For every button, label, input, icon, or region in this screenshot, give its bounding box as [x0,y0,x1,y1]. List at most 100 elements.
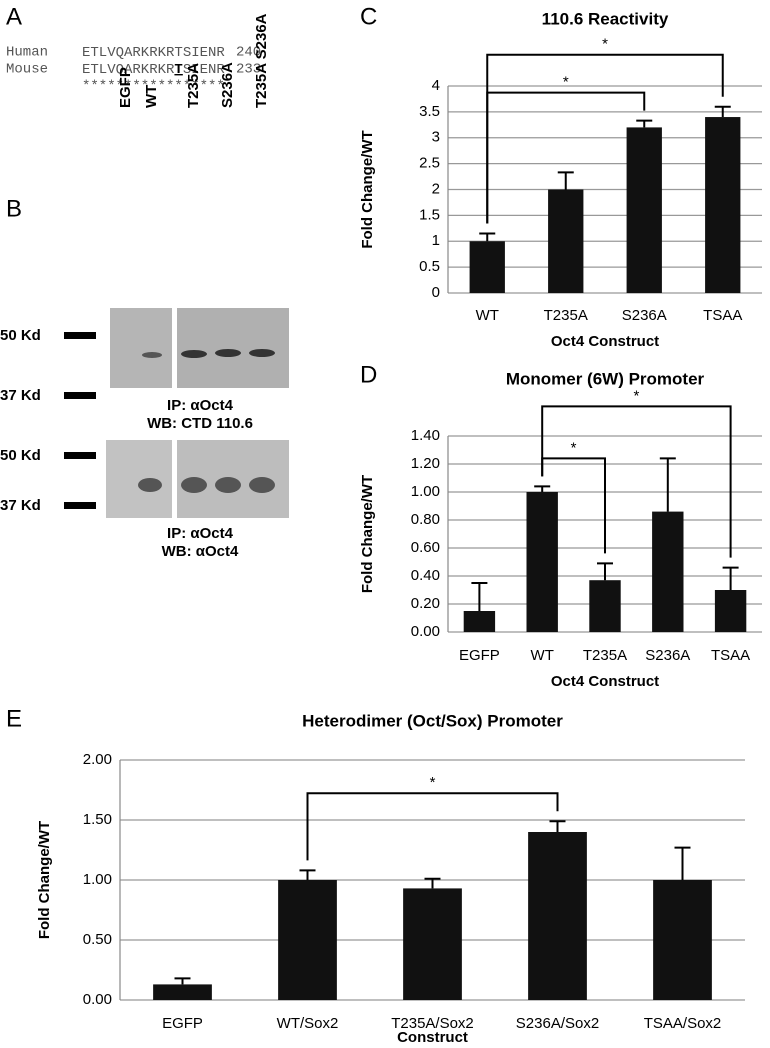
error-bar [722,566,739,590]
significance-bracket [541,405,732,558]
x-tick-label: WT [476,307,499,324]
band [181,350,207,358]
significance-bracket [486,53,724,224]
significance-label: * [430,774,436,791]
y-axis-label: Fold Change/WT [359,130,376,248]
y-tick-label: 4 [432,77,440,94]
panel-letter: E [6,705,22,732]
marker-label: 37 Kd [0,387,41,404]
bar [469,241,505,293]
y-axis-label: Fold Change/WT [359,475,376,593]
y-axis-label: Fold Change/WT [36,821,53,939]
x-tick-label: T235A [583,647,627,664]
y-tick-label: 1.20 [411,455,440,472]
panel-letter: B [6,195,22,222]
residue-number: 240 [236,45,261,61]
bar [714,590,747,632]
x-axis-label: Oct4 Construct [551,673,659,690]
error-bar [534,485,551,492]
seq-part: ETLVQARKRKR [82,62,175,78]
bar [153,984,212,1000]
panel-letter: D [360,361,377,388]
lane-label: T235A S236A [253,13,270,108]
species: Mouse [6,62,48,78]
species: Human [6,45,48,61]
band [142,352,162,358]
error-bar [471,582,488,611]
significance-label: * [602,36,608,53]
marker-label: 50 Kd [0,447,41,464]
band [249,477,275,493]
residue-number: 233 [236,62,261,78]
seq-site: T [174,62,182,78]
y-tick-label: 0.00 [83,991,112,1008]
significance-bracket [306,792,559,861]
y-tick-label: 2.00 [83,751,112,768]
band [138,478,162,492]
error-bar [479,232,496,242]
blot-caption: IP: αOct4 [167,525,234,542]
x-tick-label: WT [531,647,554,664]
y-tick-label: 0.80 [411,511,440,528]
chart-title: Heterodimer (Oct/Sox) Promoter [302,711,563,730]
y-tick-label: 1.00 [411,483,440,500]
y-tick-label: 0.50 [83,931,112,948]
marker-bar [64,332,96,339]
y-tick-label: 1.00 [83,871,112,888]
error-bar [714,105,731,118]
blot [177,308,289,388]
seq-part: ETLVQARKRKRTSIENR [82,45,225,61]
x-tick-label: WT/Sox2 [277,1015,339,1032]
marker-bar [64,452,96,459]
blot [106,440,172,518]
x-tick-label: EGFP [459,647,500,664]
bar [626,127,662,294]
lane-label: WT [143,85,160,108]
band [181,477,207,493]
error-bar [174,977,191,985]
lane-label: T235A [185,63,202,108]
bar [463,611,496,632]
y-tick-label: 0.60 [411,539,440,556]
bar [548,189,584,293]
error-bar [597,562,613,581]
y-tick-label: 3.5 [419,103,440,120]
marker-label: 50 Kd [0,327,41,344]
band [249,349,275,357]
marker-bar [64,502,96,509]
seq-part: SIENR [183,62,226,78]
x-tick-label: TSAA [703,307,742,324]
conservation: ***************** [82,79,225,95]
y-tick-label: 0.00 [411,623,440,640]
y-tick-label: 1.5 [419,206,440,223]
band [215,349,241,357]
y-tick-label: 2.5 [419,155,440,172]
y-tick-label: 0.20 [411,595,440,612]
x-tick-label: S236A [622,307,667,324]
band [215,477,241,493]
sequence: ETLVQARKRKRTSIENR [82,62,225,78]
y-tick-label: 0.40 [411,567,440,584]
blot [110,308,172,388]
marker-label: 37 Kd [0,497,41,514]
x-tick-label: T235A [544,307,588,324]
error-bar [636,119,653,128]
significance-label: * [571,439,577,456]
blot-caption: IP: αOct4 [167,397,234,414]
blot-caption: WB: αOct4 [162,543,239,560]
lane-label: EGFP [117,67,134,108]
x-tick-label: S236A [645,647,690,664]
error-bar [557,171,574,190]
bar [403,888,462,1000]
y-tick-label: 1.50 [83,811,112,828]
bar [653,880,712,1000]
lane-label: S236A [219,62,236,108]
error-bar [299,869,316,880]
x-axis-label: Oct4 Construct [551,333,659,350]
y-tick-label: 2 [432,180,440,197]
chart-title: Monomer (6W) Promoter [506,369,705,388]
chart-title: 110.6 Reactivity [542,9,669,28]
y-tick-label: 1.40 [411,427,440,444]
sequence: ETLVQARKRKRTSIENR [82,45,225,61]
